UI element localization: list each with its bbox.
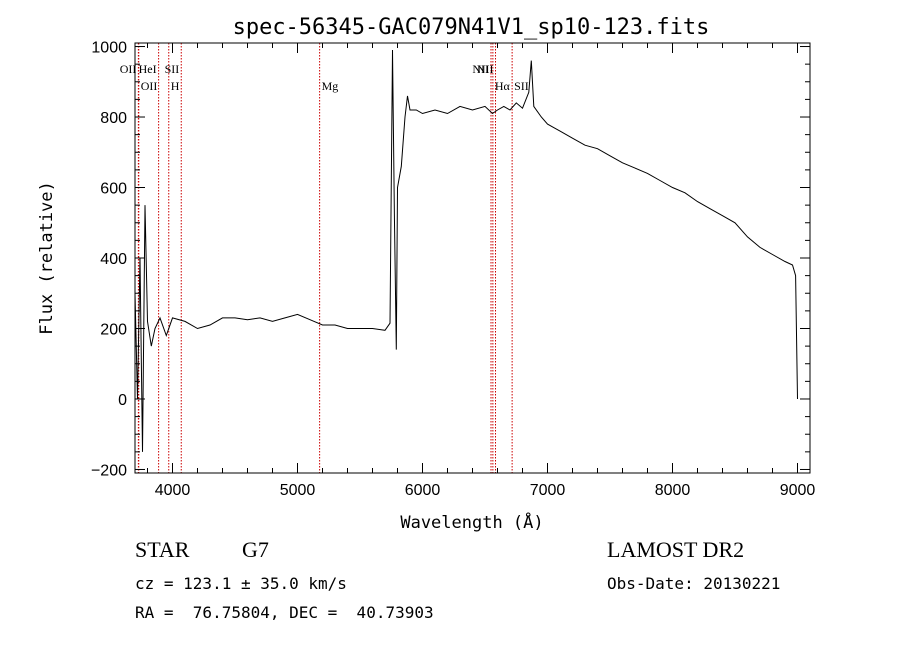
y-tick-label: 200 <box>100 321 127 338</box>
marker-label-9: SII <box>514 79 529 93</box>
x-tick-label: 5000 <box>280 482 316 499</box>
marker-label-2: HeI <box>139 62 157 76</box>
y-tick-label: 1000 <box>91 40 127 57</box>
y-tick-label: 600 <box>100 181 127 198</box>
y-tick-label: −200 <box>91 462 127 479</box>
y-axis-label: Flux (relative) <box>37 181 57 335</box>
x-axis-label: Wavelength (Å) <box>400 511 543 533</box>
x-tick-label: 4000 <box>155 482 191 499</box>
marker-label-1: OII <box>141 79 158 93</box>
plot-frame <box>134 42 811 474</box>
chart-title: spec-56345-GAC079N41V1_sp10-123.fits <box>233 15 710 40</box>
x-tick-label: 9000 <box>780 482 816 499</box>
observation-date: Obs-Date: 20130221 <box>607 574 781 593</box>
marker-label-3: H <box>171 79 180 93</box>
object-subclass: G7 <box>242 537 269 562</box>
marker-label-4: SII <box>165 62 180 76</box>
x-tick-label: 8000 <box>655 482 691 499</box>
y-tick-label: 800 <box>100 110 127 127</box>
object-class: STAR <box>135 537 190 562</box>
marker-label-0: OII <box>120 62 137 76</box>
x-tick-label: 6000 <box>405 482 441 499</box>
marker-label-8: NII <box>477 62 494 76</box>
marker-label-7: Hα <box>495 79 511 93</box>
redshift-cz: cz = 123.1 ± 35.0 km/s <box>135 574 347 593</box>
marker-label-5: Mg <box>322 79 339 93</box>
marker-label-6: NII <box>472 62 489 76</box>
axis-ticks: 4000 5000 6000 7000 8000 9000 −200 0 200 400 600 80… <box>91 40 815 499</box>
spectrum-series-line <box>134 49 798 452</box>
y-tick-label: 400 <box>100 251 127 268</box>
x-tick-label: 7000 <box>530 482 566 499</box>
y-tick-label: 0 <box>118 392 127 409</box>
coordinates: RA = 76.75804, DEC = 40.73903 <box>135 603 434 622</box>
survey-name: LAMOST DR2 <box>607 537 745 562</box>
